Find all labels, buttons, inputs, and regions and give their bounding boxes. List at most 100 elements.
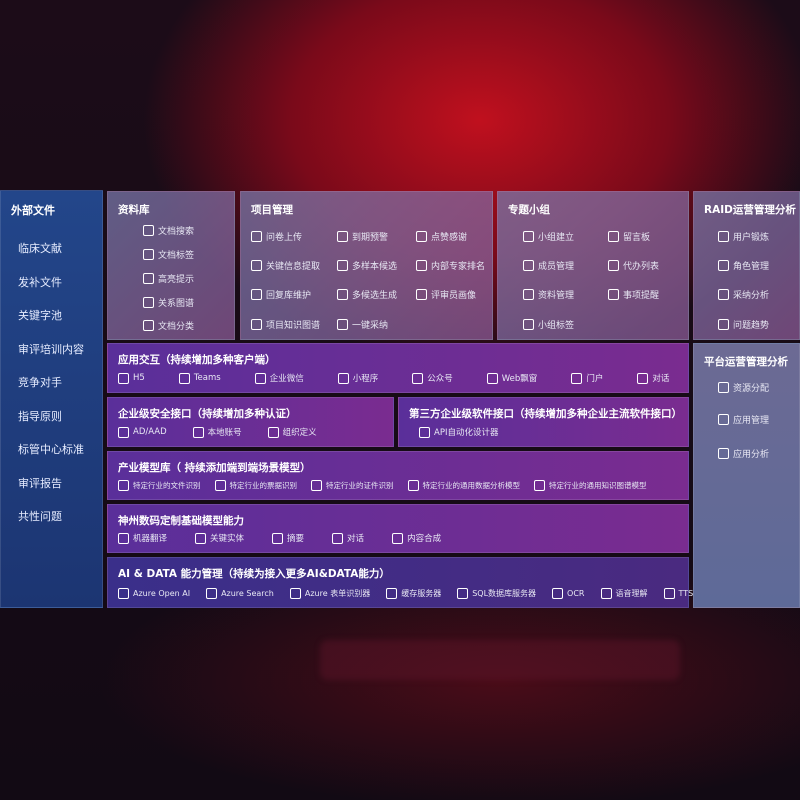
search-icon [206, 588, 218, 599]
raid-item[interactable]: 采纳分析 [718, 288, 769, 301]
client-item[interactable]: Teams [178, 372, 221, 384]
client-item[interactable]: H5 [118, 372, 145, 384]
project-item[interactable]: 点赞感谢 [416, 230, 467, 243]
list-item[interactable]: 标管中心标准 [18, 443, 84, 456]
chat-bubble-icon [332, 532, 344, 544]
item-label: 特定行业的票据识别 [229, 481, 298, 490]
model-item[interactable]: 特定行业的证件识别 [311, 480, 394, 491]
doc-search-icon [143, 225, 154, 236]
file-icon [118, 480, 129, 491]
capability-item[interactable]: 关键实体 [195, 532, 244, 544]
qa-icon [718, 289, 729, 300]
raid-item[interactable]: 用户锻炼 [718, 230, 769, 243]
group-item[interactable]: 成员管理 [523, 259, 574, 272]
library-item[interactable]: 文档搜索 [143, 224, 194, 237]
project-item[interactable]: 回复库维护 [251, 288, 311, 301]
pen-icon [143, 273, 154, 284]
api-designer-item[interactable]: API自动化设计器 [419, 426, 498, 438]
client-item[interactable]: 门户 [571, 372, 603, 384]
item-label: 文档标签 [158, 251, 195, 261]
list-item[interactable]: 指导原则 [18, 409, 62, 423]
capability-item[interactable]: 机器翻译 [118, 532, 167, 544]
client-item[interactable]: 公众号 [412, 372, 453, 384]
list-item[interactable]: 竞争对手 [18, 376, 62, 389]
project-item[interactable]: 关键信息提取 [251, 259, 320, 272]
ai-data-row: AI & DATA 能力管理（持续为接入更多AI&DATA能力） Azure O… [107, 557, 693, 608]
library-item[interactable]: 文档分类 [143, 319, 194, 332]
service-item[interactable]: 缓存服务器 [386, 588, 441, 599]
item-label: Web飘窗 [501, 374, 538, 384]
id-card-icon [718, 231, 729, 242]
capability-item[interactable]: 内容合成 [392, 532, 441, 544]
group-item[interactable]: 事项提醒 [608, 288, 659, 301]
group-item[interactable]: 小组标签 [523, 318, 574, 331]
list-item[interactable]: 审评培训内容 [18, 342, 84, 356]
model-item[interactable]: 特定行业的通用数据分析模型 [407, 480, 520, 491]
list-item[interactable]: 临床文献 [18, 242, 62, 255]
service-item[interactable]: Azure Open AI [118, 588, 190, 599]
group-item[interactable]: 小组建立 [523, 230, 574, 243]
client-item[interactable]: 企业微信 [254, 372, 304, 384]
list-item[interactable]: 发补文件 [18, 275, 62, 289]
entity-icon [195, 532, 207, 544]
item-label: 项目知识图谱 [266, 321, 321, 331]
item-label: 应用分析 [733, 450, 770, 460]
html5-icon [118, 372, 129, 384]
service-item[interactable]: Azure 表单识别器 [289, 588, 370, 599]
mini-program-icon [337, 372, 349, 384]
item-label: 高亮提示 [158, 275, 195, 285]
row-title: 应用交互（持续增加多种客户端） [118, 354, 276, 366]
auth-item[interactable]: 组织定义 [267, 426, 317, 438]
project-item[interactable]: 多样本候选 [337, 259, 397, 272]
row-title: AI & DATA 能力管理（持续为接入更多AI&DATA能力） [118, 568, 390, 580]
raid-item[interactable]: 问题趋势 [718, 318, 769, 331]
service-item[interactable]: SQL数据库服务器 [457, 588, 536, 599]
puzzle-icon [392, 532, 404, 544]
library-item[interactable]: 高亮提示 [143, 272, 194, 285]
model-item[interactable]: 特定行业的文件识别 [118, 480, 201, 491]
auth-item[interactable]: 本地账号 [192, 426, 242, 438]
project-item[interactable]: 内部专家排名 [416, 259, 485, 272]
library-item[interactable]: 关系图谱 [143, 296, 194, 309]
item-label: 事项提醒 [623, 291, 660, 301]
item-label: 本地账号 [207, 428, 242, 438]
project-item[interactable]: 问卷上传 [251, 230, 302, 243]
list-item[interactable]: 审评报告 [18, 476, 62, 490]
row-title: 企业级安全接口（持续增加多种认证） [118, 408, 297, 420]
client-item[interactable]: Web飘窗 [486, 372, 538, 384]
model-item[interactable]: 特定行业的通用知识图谱模型 [534, 480, 647, 491]
platform-item[interactable]: 资源分配 [718, 381, 769, 394]
item-label: Teams [193, 373, 221, 383]
model-item[interactable]: 特定行业的票据识别 [214, 480, 298, 491]
client-item[interactable]: 对话 [637, 372, 669, 384]
platform-item[interactable]: 应用管理 [718, 413, 769, 426]
project-item[interactable]: 一键采纳 [337, 318, 388, 331]
service-item[interactable]: 语音理解 [600, 588, 648, 599]
capability-item[interactable]: 对话 [332, 532, 364, 544]
raid-item[interactable]: 角色管理 [718, 259, 769, 272]
list-item[interactable]: 关键字池 [18, 309, 62, 322]
library-panel: 资料库 文档搜索 文档标签 高亮提示 关系图谱 文档分类 [107, 191, 235, 340]
project-item[interactable]: 到期预警 [337, 230, 388, 243]
item-label: 应用管理 [733, 416, 770, 426]
library-item[interactable]: 文档标签 [143, 248, 194, 261]
raid-panel: RAID运营管理分析 用户锻炼 角色管理 采纳分析 问题趋势 [693, 191, 800, 340]
project-item[interactable]: 项目知识图谱 [251, 318, 320, 331]
capability-item[interactable]: 摘要 [272, 532, 304, 544]
list-item[interactable]: 共性问题 [18, 510, 62, 523]
group-item[interactable]: 代办列表 [608, 259, 659, 272]
project-item[interactable]: 多候选生成 [337, 288, 397, 301]
item-label: Azure Open AI [133, 589, 191, 598]
item-label: Azure Search [221, 589, 274, 598]
group-item[interactable]: 资料管理 [523, 288, 574, 301]
service-item[interactable]: Azure Search [206, 588, 274, 599]
group-item[interactable]: 留言板 [608, 230, 650, 243]
project-item[interactable]: 评审员画像 [416, 288, 476, 301]
auth-item[interactable]: AD/AAD [118, 426, 167, 438]
service-item[interactable]: OCR [552, 588, 585, 599]
client-item[interactable]: 小程序 [337, 372, 378, 384]
item-label: 回复库维护 [266, 291, 312, 301]
item-label: 对话 [347, 534, 365, 544]
platform-item[interactable]: 应用分析 [718, 447, 769, 460]
service-item[interactable]: TTS [663, 588, 693, 599]
